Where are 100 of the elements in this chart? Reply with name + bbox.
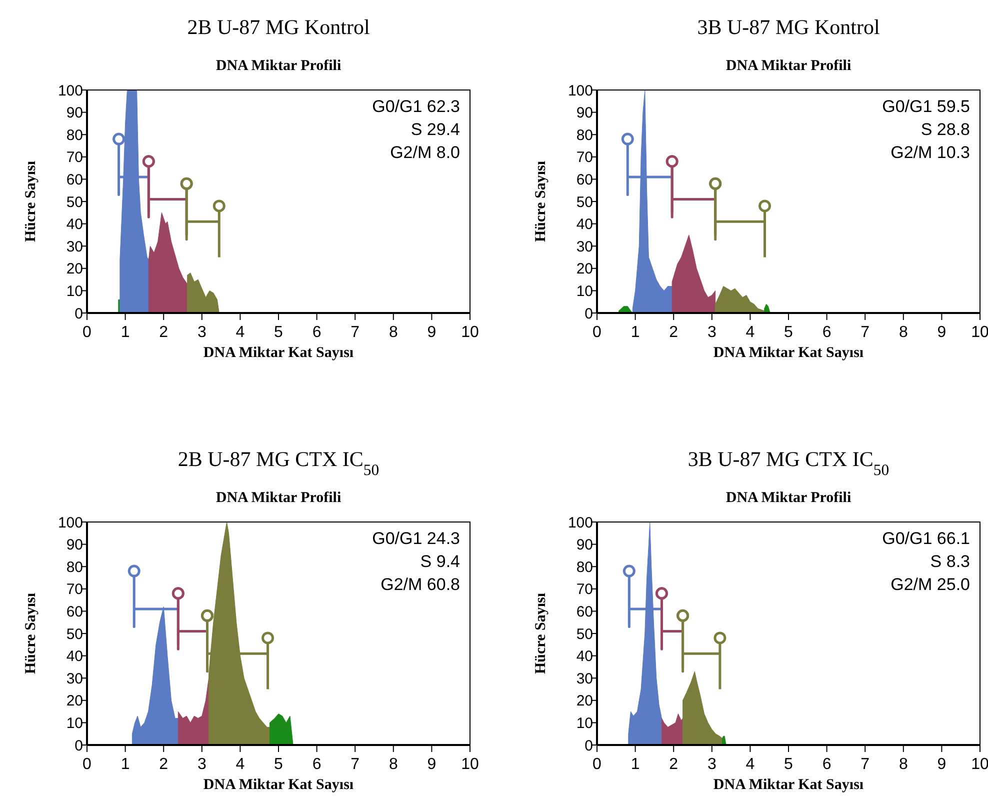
- x-tick-label: 6: [312, 756, 322, 773]
- x-tick-label: 9: [937, 756, 946, 773]
- y-tick-label: 20: [66, 260, 83, 278]
- y-tick-label: 70: [576, 149, 593, 166]
- y-tick-label: 50: [576, 194, 593, 211]
- x-tick-label: 5: [274, 756, 284, 773]
- chart-title: 2B U-87 MG Kontrol: [187, 15, 370, 39]
- y-tick-label: 30: [576, 670, 593, 688]
- x-tick-label: 6: [822, 324, 832, 341]
- annotation: S 29.4: [410, 120, 460, 139]
- x-tick-label: 2: [669, 324, 678, 341]
- x-axis-title: DNA Miktar Kat Sayısı: [713, 777, 864, 793]
- chart-subtitle: DNA Miktar Profili: [216, 58, 342, 74]
- x-tick-label: 3: [707, 756, 716, 773]
- y-tick-label: 10: [66, 282, 83, 300]
- y-tick-label: 20: [576, 260, 593, 278]
- x-tick-label: 10: [461, 756, 479, 773]
- point: [621, 132, 634, 146]
- x-tick-label: 4: [746, 324, 755, 341]
- point: [758, 200, 772, 212]
- y-axis-title: Hücre Sayısı: [533, 593, 549, 674]
- x-tick-label: 9: [427, 324, 436, 341]
- y-tick-label: 60: [66, 603, 83, 620]
- y-tick-label: 80: [66, 126, 83, 144]
- x-tick-label: 1: [630, 324, 640, 341]
- annotation: G2/M 25.0: [890, 575, 970, 594]
- y-tick-label: 70: [66, 581, 83, 598]
- x-tick-label: 10: [971, 324, 988, 341]
- x-tick-label: 5: [274, 324, 284, 341]
- x-tick-label: 1: [120, 756, 130, 773]
- x-axis-title: DNA Miktar Kat Sayısı: [713, 345, 864, 361]
- point: [714, 632, 726, 644]
- x-tick-label: 5: [784, 324, 794, 341]
- x-tick-label: 8: [898, 756, 908, 773]
- x-tick-label: 4: [236, 756, 245, 773]
- y-tick-label: 40: [66, 648, 83, 666]
- y-tick-label: 70: [576, 581, 593, 598]
- x-tick-label: 8: [388, 756, 398, 773]
- x-tick-label: 3: [707, 324, 716, 341]
- y-tick-label: 90: [576, 104, 593, 122]
- y-axis-title: Hücre Sayısı: [23, 161, 39, 242]
- y-axis-title: Hücre Sayısı: [23, 593, 39, 674]
- y-tick-label: 100: [58, 82, 83, 100]
- y-tick-label: 90: [66, 536, 83, 554]
- x-tick-label: 3: [197, 324, 206, 341]
- annotation: G2/M 8.0: [390, 143, 460, 162]
- y-tick-label: 20: [576, 692, 593, 710]
- x-tick-label: 2: [159, 324, 168, 341]
- y-tick-label: 90: [66, 104, 83, 122]
- x-axis-title: DNA Miktar Kat Sayısı: [203, 777, 354, 793]
- x-tick-label: 7: [860, 324, 870, 341]
- y-tick-label: 40: [576, 216, 593, 234]
- chart-subtitle: DNA Miktar Profili: [726, 490, 852, 506]
- y-tick-label: 100: [58, 514, 83, 532]
- y-tick-label: 90: [576, 536, 593, 554]
- y-tick-label: 60: [576, 603, 593, 620]
- x-tick-label: 6: [822, 756, 832, 773]
- y-tick-label: 70: [66, 149, 83, 166]
- x-tick-label: 8: [898, 324, 908, 341]
- x-tick-label: 1: [630, 756, 640, 773]
- y-tick-label: 30: [576, 238, 593, 256]
- y-tick-label: 10: [66, 714, 83, 732]
- y-tick-label: 80: [66, 558, 83, 576]
- x-tick-label: 10: [971, 756, 988, 773]
- y-tick-label: 50: [66, 626, 83, 643]
- chart-title: 3B U-87 MG CTX IC$_{50}$: [688, 447, 890, 478]
- x-tick-label: 4: [746, 756, 755, 773]
- y-tick-label: 0: [584, 305, 593, 322]
- y-tick-label: 50: [576, 626, 593, 643]
- annotation: G0/G1 62.3: [372, 97, 460, 116]
- y-tick-label: 20: [66, 692, 83, 710]
- x-axis-title: DNA Miktar Kat Sayısı: [203, 345, 354, 361]
- y-axis-title: Hücre Sayısı: [533, 161, 549, 242]
- y-tick-label: 60: [66, 171, 83, 188]
- y-tick-label: 10: [576, 282, 593, 300]
- y-tick-label: 50: [66, 194, 83, 211]
- chart-subtitle: DNA Miktar Profili: [216, 490, 342, 506]
- annotation: S 9.4: [420, 552, 460, 571]
- y-tick-label: 80: [576, 126, 593, 144]
- y-tick-label: 0: [74, 737, 83, 754]
- point: [262, 632, 274, 644]
- x-tick-label: 3: [197, 756, 206, 773]
- y-tick-label: 100: [568, 514, 593, 532]
- x-tick-label: 10: [461, 324, 479, 341]
- y-tick-label: 10: [576, 714, 593, 732]
- y-tick-label: 80: [576, 558, 593, 576]
- x-tick-label: 7: [350, 324, 360, 341]
- y-tick-label: 100: [568, 82, 593, 100]
- y-tick-label: 40: [576, 648, 593, 666]
- x-tick-label: 6: [312, 324, 322, 341]
- chart-title: 2B U-87 MG CTX IC$_{50}$: [178, 447, 380, 478]
- annotation: S 8.3: [930, 552, 970, 571]
- annotation: G0/G1 59.5: [882, 97, 970, 116]
- annotation: G2/M 10.3: [890, 143, 970, 162]
- chart-subtitle: DNA Miktar Profili: [726, 58, 852, 74]
- y-tick-label: 0: [74, 305, 83, 322]
- annotation: G0/G1 66.1: [882, 529, 970, 548]
- y-tick-label: 60: [576, 171, 593, 188]
- y-tick-label: 0: [584, 737, 593, 754]
- x-tick-label: 5: [784, 756, 794, 773]
